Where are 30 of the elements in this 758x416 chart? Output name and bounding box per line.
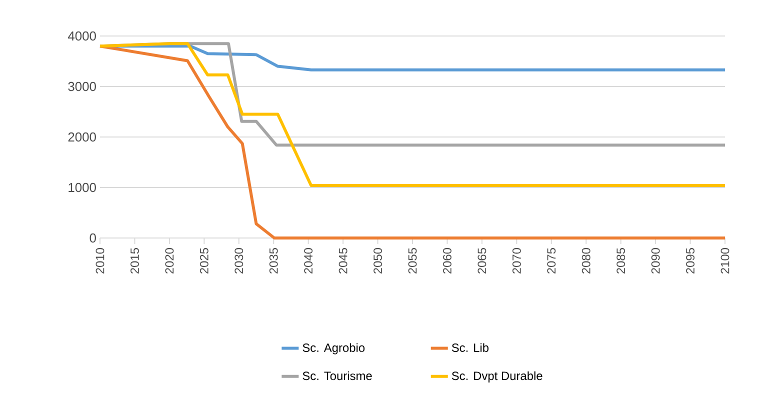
x-tick-label: 2085 [616, 248, 626, 274]
x-tick-label: 2020 [165, 248, 174, 274]
x-tick-label: 2090 [651, 248, 660, 274]
x-tick-label: 2040 [304, 248, 313, 274]
x-tick-label: 2060 [442, 248, 452, 274]
x-tick-label: 2045 [338, 248, 348, 274]
x-tick-label: 2050 [374, 248, 382, 274]
x-tick-label: 2025 [200, 248, 208, 274]
x-tick-label: 2075 [547, 248, 556, 274]
x-tick-label: 2100 [720, 248, 730, 274]
y-tick-label: 0 [90, 233, 96, 243]
y-tick-label: 2000 [68, 132, 96, 142]
legend-label: Sc. Lib [452, 343, 489, 352]
x-tick-label: 2070 [512, 248, 521, 274]
y-tick-label: 4000 [68, 31, 96, 41]
x-tick-label: 2080 [582, 248, 590, 274]
x-tick-label: 2065 [478, 248, 486, 274]
y-tick-label: 3000 [68, 82, 96, 92]
x-tick-label: 2095 [686, 248, 695, 274]
y-tick-label: 1000 [68, 182, 96, 192]
line-series [98, 42, 726, 187]
x-tick-label: 2055 [408, 248, 417, 274]
x-tick-label: 2035 [269, 248, 278, 274]
line-series [98, 44, 726, 240]
legend-label: Sc. Dvpt Durable [452, 371, 542, 382]
x-tick-label: 2010 [96, 248, 104, 274]
legend-label: Sc. Agrobio [302, 343, 365, 354]
legend-label: Sc. Tourisme [302, 371, 372, 380]
x-tick-label: 2030 [234, 248, 244, 274]
x-tick-label: 2015 [130, 248, 139, 274]
